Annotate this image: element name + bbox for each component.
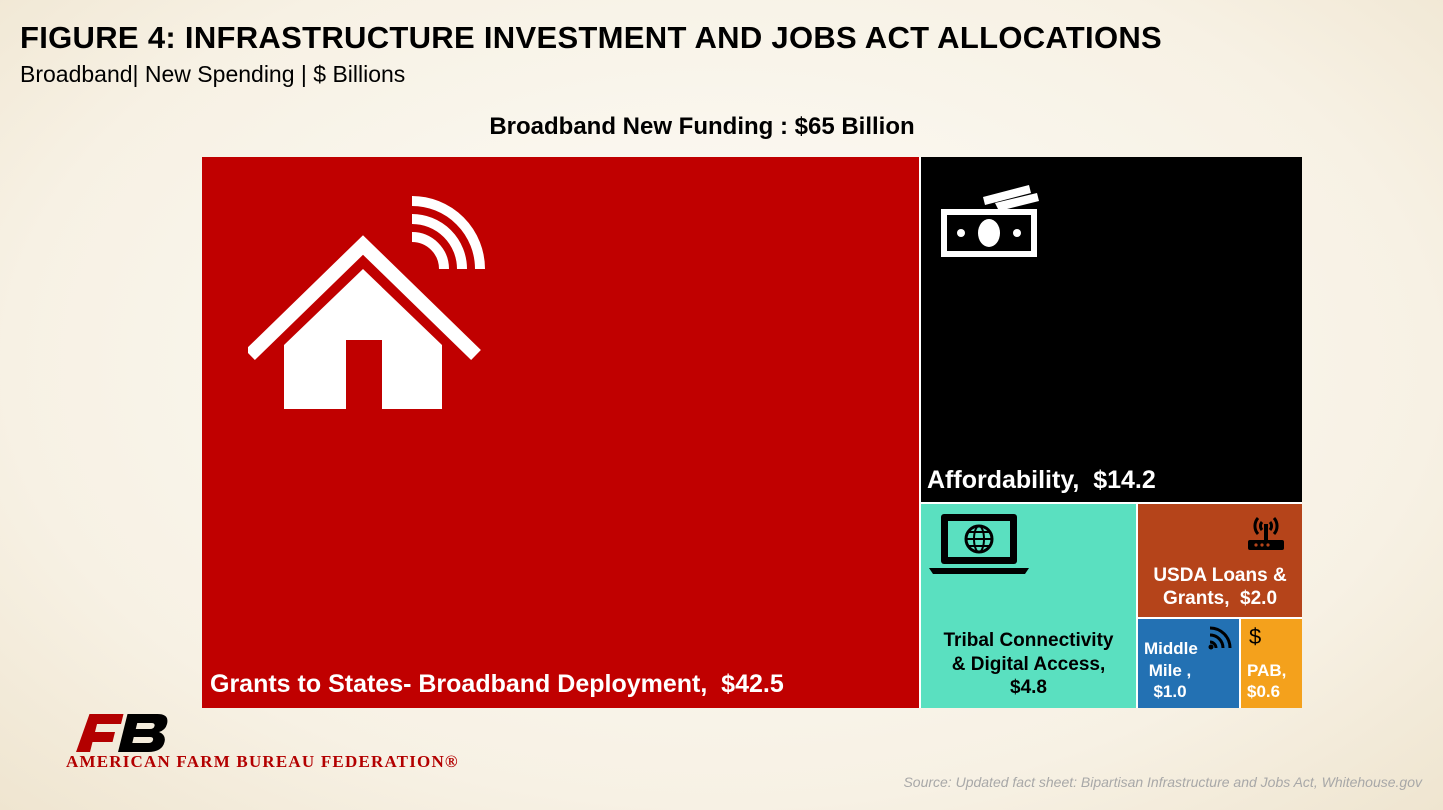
treemap-tile-usda-loans-grants: USDA Loans & Grants, $2.0 [1138,504,1302,617]
treemap-label-usda-loans-grants: USDA Loans & Grants, $2.0 [1153,564,1287,610]
afbf-logo-icon [76,714,168,752]
money-bills-icon [937,183,1041,263]
treemap-tile-grants-to-states-broadband-deployment: Grants to States- Broadband Deployment, … [202,157,919,708]
wifi-icon [1206,624,1234,650]
svg-text:$: $ [1249,624,1261,649]
dollar-icon: $ [1248,623,1266,649]
figure-title: FIGURE 4: INFRASTRUCTURE INVESTMENT AND … [20,20,1163,55]
source-note: Source: Updated fact sheet: Bipartisan I… [903,774,1422,790]
treemap-label-grants-to-states-broadband-deployment: Grants to States- Broadband Deployment, … [210,669,784,698]
laptop-globe-icon [927,512,1031,576]
treemap-label-affordability: Affordability, $14.2 [927,465,1156,494]
figure-subtitle: Broadband| New Spending | $ Billions [20,61,406,87]
chart-title: Broadband New Funding : $65 Billion [489,113,915,140]
logo-text: AMERICAN FARM BUREAU FEDERATION® [66,752,459,771]
router-icon [1246,512,1286,552]
house-wifi-icon [245,185,488,411]
treemap-tile-middle-mile: Middle Mile , $1.0 [1138,619,1239,708]
treemap-label-middle-mile: Middle Mile , $1.0 [1144,639,1198,701]
treemap-tile-pab: $ PAB, $0.6 [1241,619,1302,708]
treemap-tile-tribal-connectivity-digital-access: Tribal Connectivity & Digital Access, $4… [921,504,1136,708]
treemap-chart: Grants to States- Broadband Deployment, … [202,157,1302,708]
treemap-label-tribal-connectivity-digital-access: Tribal Connectivity & Digital Access, $4… [943,629,1114,699]
treemap-tile-affordability: Affordability, $14.2 [921,157,1302,502]
treemap-label-pab: PAB, $0.6 [1247,660,1287,701]
